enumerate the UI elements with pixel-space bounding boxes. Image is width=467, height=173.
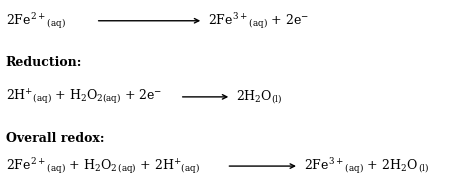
Text: $\mathregular{2Fe^{3+}}$$\mathregular{_{(aq)}}$ + $\mathregular{2H_2O_{\,(l)}}$: $\mathregular{2Fe^{3+}}$$\mathregular{_{…: [304, 156, 429, 173]
Text: Reduction:: Reduction:: [6, 56, 82, 69]
Text: $\mathregular{2Fe^{3+}}$$\mathregular{_{(aq)}}$ + 2e$^{-}$: $\mathregular{2Fe^{3+}}$$\mathregular{_{…: [208, 11, 309, 31]
Text: $\mathregular{2Fe^{2+}}$$\mathregular{_{(aq)}}$ + $\mathregular{H_2O_{2\,(aq)}}$: $\mathregular{2Fe^{2+}}$$\mathregular{_{…: [6, 156, 199, 173]
Text: Overall redox:: Overall redox:: [6, 132, 104, 145]
Text: $\mathregular{2H_2O_{(l)}}$: $\mathregular{2H_2O_{(l)}}$: [236, 88, 282, 105]
Text: $\mathregular{2H^{+}}$$\mathregular{_{(aq)}}$ + $\mathregular{H_2O_{2(aq)}}$ + 2: $\mathregular{2H^{+}}$$\mathregular{_{(a…: [6, 87, 162, 107]
Text: $\mathregular{2Fe^{2+}}$$\mathregular{_{(aq)}}$: $\mathregular{2Fe^{2+}}$$\mathregular{_{…: [6, 11, 65, 31]
